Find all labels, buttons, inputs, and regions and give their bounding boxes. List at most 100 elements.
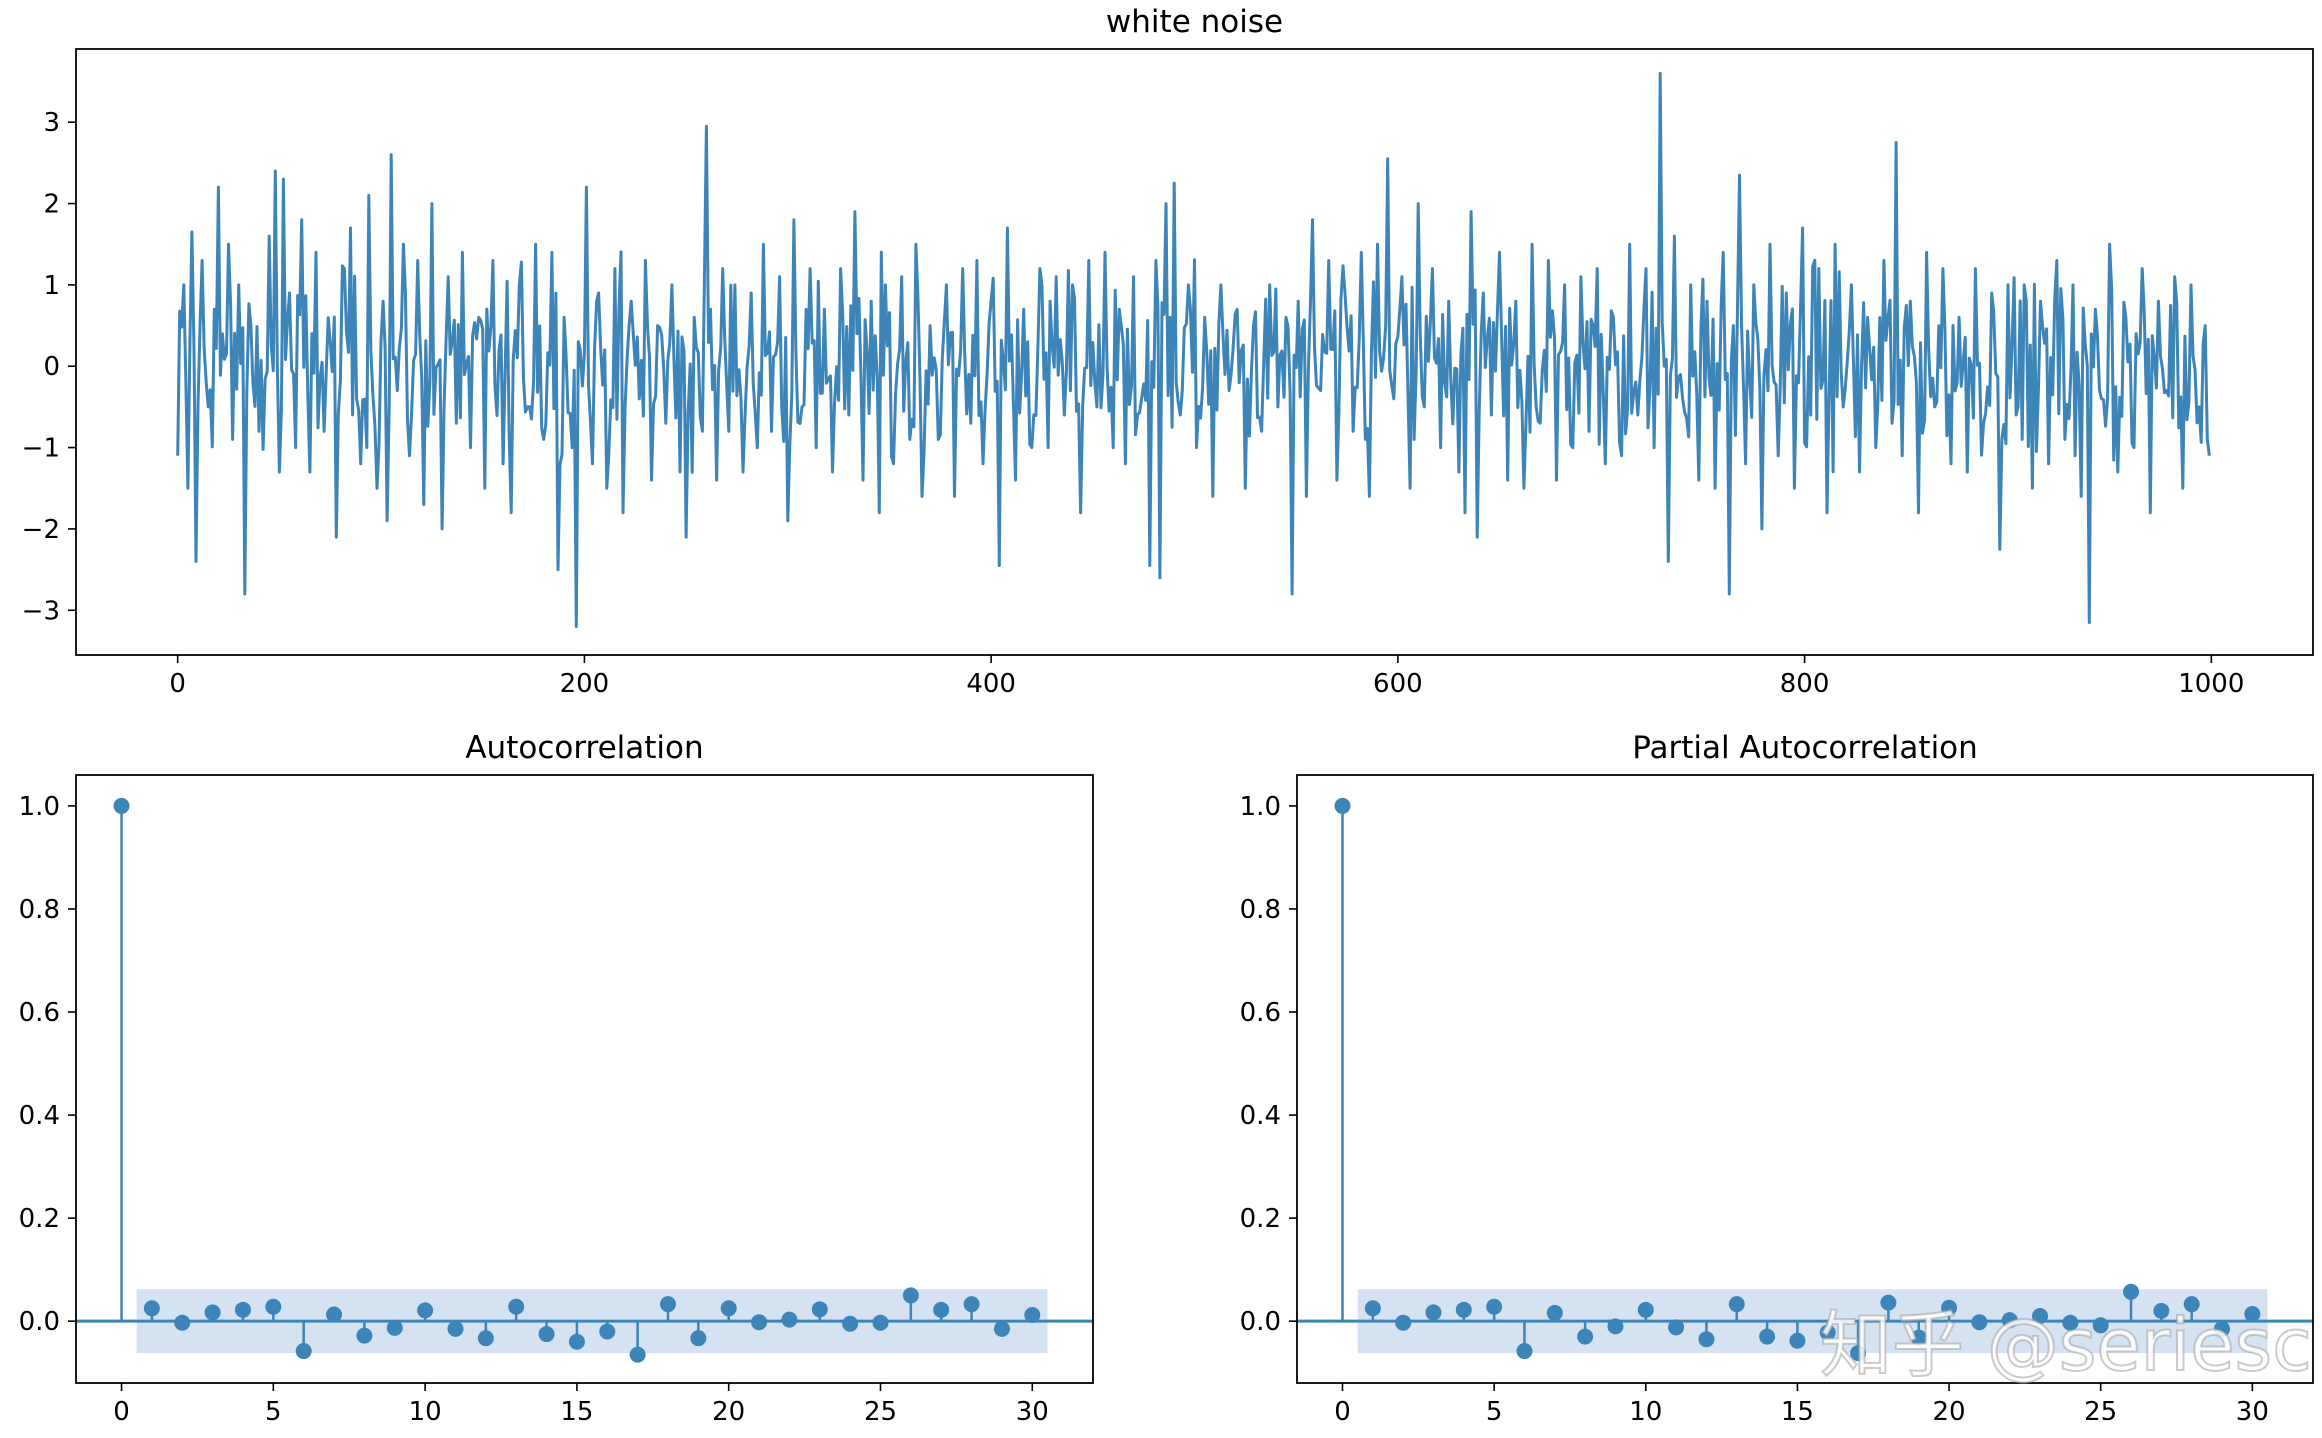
- stem-marker: [1364, 1300, 1381, 1317]
- stem-marker: [1941, 1299, 1958, 1316]
- stem-marker: [2032, 1308, 2049, 1325]
- autocorrelation-chart: Autocorrelation 0 5 10 15 20 25 30 0.0 0.2 0.4 0.6 0…: [19, 730, 1094, 1427]
- y-tick-label: 1: [43, 271, 60, 301]
- stem-marker: [113, 797, 130, 814]
- stem-marker: [659, 1296, 676, 1313]
- x-tick-label: 15: [1781, 1397, 1814, 1427]
- x-tick-label: 0: [113, 1397, 130, 1427]
- x-tick-label: 5: [265, 1397, 282, 1427]
- partial-autocorrelation-chart: Partial Autocorrelation 0 5 10 15 20 25 30 0.0 0.…: [1240, 730, 2314, 1427]
- y-tick-label: −3: [22, 596, 60, 626]
- stem-marker: [1789, 1332, 1806, 1349]
- stem-marker: [1024, 1306, 1041, 1323]
- stem-marker: [1334, 797, 1351, 814]
- chart-title: white noise: [1106, 4, 1283, 40]
- stem-marker: [2001, 1312, 2018, 1329]
- stem-marker: [599, 1323, 616, 1340]
- stem-marker: [2062, 1314, 2079, 1331]
- stem-marker: [751, 1314, 768, 1331]
- stem-marker: [295, 1343, 312, 1360]
- stem-marker: [963, 1296, 980, 1313]
- y-tick-label: 1.0: [19, 792, 60, 822]
- y-tick-label: 0.4: [1240, 1101, 1281, 1131]
- stem-marker: [2092, 1317, 2109, 1334]
- y-tick-label: 0.2: [1240, 1204, 1281, 1234]
- y-tick-label: −1: [22, 434, 60, 464]
- stem-marker: [234, 1301, 251, 1318]
- stem-marker: [143, 1300, 160, 1317]
- stem-marker: [386, 1319, 403, 1336]
- stem-marker: [1910, 1329, 1927, 1346]
- x-tick-label: 25: [864, 1397, 897, 1427]
- y-tick-label: −2: [22, 515, 60, 545]
- stem-marker: [902, 1287, 919, 1304]
- stem-marker: [1971, 1314, 1988, 1331]
- stem-marker: [1668, 1319, 1685, 1336]
- x-tick-label: 30: [1016, 1397, 1049, 1427]
- stem-marker: [1819, 1324, 1836, 1341]
- stem-marker: [174, 1314, 191, 1331]
- stem-marker: [447, 1320, 464, 1337]
- stem-marker: [1607, 1318, 1624, 1335]
- stem-marker: [1577, 1328, 1594, 1345]
- axes-frame: [75, 774, 1094, 1384]
- x-tick-label: 5: [1486, 1397, 1503, 1427]
- stem-marker: [811, 1301, 828, 1318]
- x-tick-label: 800: [1780, 669, 1830, 699]
- white-noise-chart: white noise 0 200 400 600 800 1000 −3 −2 −1 0 1 2 3: [22, 4, 2314, 699]
- stem-marker: [781, 1311, 798, 1328]
- stem-marker: [417, 1302, 434, 1319]
- stem-marker: [1880, 1294, 1897, 1311]
- stem-marker: [508, 1298, 525, 1315]
- stem-marker: [933, 1301, 950, 1318]
- x-tick-label: 25: [2084, 1397, 2117, 1427]
- stem-marker: [1395, 1314, 1412, 1331]
- y-tick-label: 0.0: [1240, 1307, 1281, 1337]
- y-tick-label: 0.8: [1240, 895, 1281, 925]
- axes-frame: [1296, 774, 2314, 1384]
- stem-marker: [993, 1320, 1010, 1337]
- stem-marker: [1637, 1301, 1654, 1318]
- x-tick-label: 20: [712, 1397, 745, 1427]
- y-tick-label: 0.6: [19, 998, 60, 1028]
- x-tick-label: 10: [1629, 1397, 1662, 1427]
- stem-marker: [872, 1314, 889, 1331]
- stem-marker: [690, 1330, 707, 1347]
- y-tick-label: 0.8: [19, 895, 60, 925]
- chart-title: Autocorrelation: [465, 730, 703, 766]
- axes-frame: [75, 48, 2314, 656]
- stem-marker: [1425, 1304, 1442, 1321]
- y-tick-label: 2: [43, 190, 60, 220]
- stem-marker: [842, 1315, 859, 1332]
- stem-marker: [1516, 1343, 1533, 1360]
- stem-marker: [356, 1327, 373, 1344]
- x-tick-label: 200: [560, 669, 610, 699]
- y-tick-label: 0.2: [19, 1204, 60, 1234]
- x-tick-label: 0: [169, 669, 186, 699]
- stem-marker: [2123, 1283, 2140, 1300]
- x-tick-label: 400: [966, 669, 1016, 699]
- chart-title: Partial Autocorrelation: [1632, 730, 1978, 766]
- white-noise-series-line: [176, 71, 2211, 628]
- x-tick-label: 0: [1334, 1397, 1351, 1427]
- stem-marker: [538, 1326, 555, 1343]
- stem-marker: [720, 1300, 737, 1317]
- x-tick-label: 1000: [2178, 669, 2244, 699]
- y-tick-label: 3: [43, 108, 60, 138]
- watermark-text: 知乎 @seriesc: [1820, 1303, 2312, 1387]
- stem-marker: [204, 1304, 221, 1321]
- y-tick-label: 0.6: [1240, 998, 1281, 1028]
- x-tick-label: 10: [409, 1397, 442, 1427]
- stem-marker: [477, 1330, 494, 1347]
- stem-marker: [1698, 1331, 1715, 1348]
- stem-marker: [1486, 1298, 1503, 1315]
- stem-marker: [2183, 1296, 2200, 1313]
- stem-marker: [2153, 1302, 2170, 1319]
- y-tick-label: 0.4: [19, 1101, 60, 1131]
- stem-marker: [1455, 1301, 1472, 1318]
- x-tick-label: 30: [2236, 1397, 2269, 1427]
- y-tick-label: 0.0: [19, 1307, 60, 1337]
- x-tick-label: 20: [1933, 1397, 1966, 1427]
- stem-marker: [1850, 1345, 1867, 1362]
